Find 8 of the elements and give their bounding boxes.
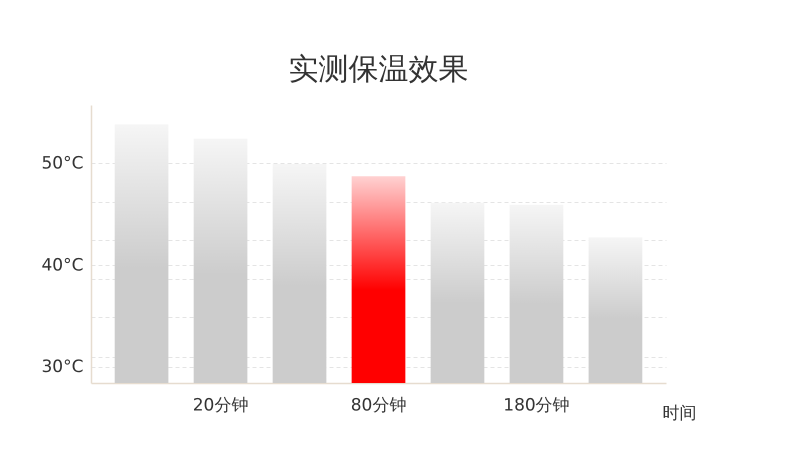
x-tick-label: 180分钟 bbox=[503, 396, 570, 416]
x-axis-title: 时间 bbox=[662, 404, 696, 424]
x-tick-label: 20分钟 bbox=[192, 396, 248, 416]
y-tick-label: 50°C bbox=[41, 154, 84, 174]
chart-title: 实测保温效果 bbox=[288, 52, 468, 87]
y-tick-label: 30°C bbox=[41, 357, 84, 378]
x-tick-label: 80分钟 bbox=[350, 396, 406, 416]
y-tick-label: 40°C bbox=[41, 255, 84, 276]
